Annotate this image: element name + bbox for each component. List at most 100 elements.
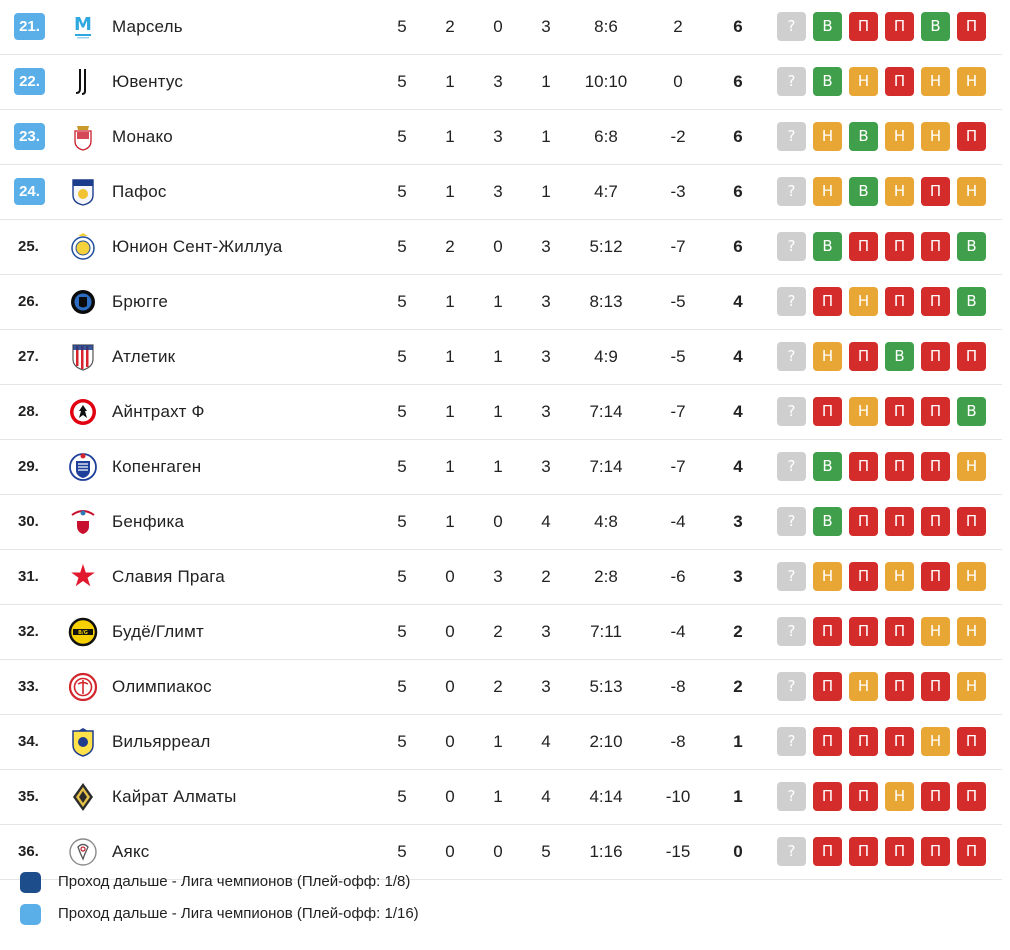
form-loss-badge[interactable]: П xyxy=(885,672,914,701)
form-loss-badge[interactable]: П xyxy=(885,287,914,316)
form-draw-badge[interactable]: Н xyxy=(957,452,986,481)
form-loss-badge[interactable]: П xyxy=(849,232,878,261)
table-row[interactable]: 33. Олимпиакос 5 0 2 3 5:13 -8 2? П Н П П Н xyxy=(0,660,1002,715)
form-loss-badge[interactable]: П xyxy=(921,452,950,481)
table-row[interactable]: 34. Вильярреал 5 0 1 4 2:10 -8 1? П П П Н П xyxy=(0,715,1002,770)
team-name[interactable]: Айнтрахт Ф xyxy=(112,402,205,421)
form-unknown-badge[interactable]: ? xyxy=(777,67,806,96)
form-loss-badge[interactable]: П xyxy=(813,672,842,701)
form-draw-badge[interactable]: Н xyxy=(849,672,878,701)
form-unknown-badge[interactable]: ? xyxy=(777,122,806,151)
form-loss-badge[interactable]: П xyxy=(885,452,914,481)
form-draw-badge[interactable]: Н xyxy=(921,727,950,756)
form-unknown-badge[interactable]: ? xyxy=(777,287,806,316)
form-win-badge[interactable]: В xyxy=(813,452,842,481)
form-draw-badge[interactable]: Н xyxy=(849,67,878,96)
form-loss-badge[interactable]: П xyxy=(849,507,878,536)
form-draw-badge[interactable]: Н xyxy=(849,397,878,426)
form-loss-badge[interactable]: П xyxy=(957,782,986,811)
form-loss-badge[interactable]: П xyxy=(813,727,842,756)
form-win-badge[interactable]: В xyxy=(813,232,842,261)
table-row[interactable]: 27. Атлетик 5 1 1 3 4:9 -5 4? Н П В П П xyxy=(0,330,1002,385)
form-draw-badge[interactable]: Н xyxy=(813,122,842,151)
team-name[interactable]: Олимпиакос xyxy=(112,677,212,696)
team-name[interactable]: Брюгге xyxy=(112,292,169,311)
form-win-badge[interactable]: В xyxy=(813,507,842,536)
form-loss-badge[interactable]: П xyxy=(885,12,914,41)
form-loss-badge[interactable]: П xyxy=(921,672,950,701)
table-row[interactable]: 25. Юнион Сент-Жиллуа 5 2 0 3 5:12 -7 6? В П П П В xyxy=(0,220,1002,275)
table-row[interactable]: 28. Айнтрахт Ф 5 1 1 3 7:14 -7 4? П Н П П В xyxy=(0,385,1002,440)
form-loss-badge[interactable]: П xyxy=(813,617,842,646)
form-loss-badge[interactable]: П xyxy=(885,507,914,536)
table-row[interactable]: 22. Ювентус 5 1 3 1 10:10 0 6? В Н П Н Н xyxy=(0,55,1002,110)
form-unknown-badge[interactable]: ? xyxy=(777,12,806,41)
form-loss-badge[interactable]: П xyxy=(921,342,950,371)
form-loss-badge[interactable]: П xyxy=(921,177,950,206)
table-row[interactable]: 35. Кайрат Алматы 5 0 1 4 4:14 -10 1? П П Н П П xyxy=(0,770,1002,825)
form-unknown-badge[interactable]: ? xyxy=(777,452,806,481)
team-name[interactable]: Аякс xyxy=(112,842,150,861)
table-row[interactable]: 32. B/G Будё/Глимт 5 0 2 3 7:11 -4 2? П П П Н Н xyxy=(0,605,1002,660)
team-name[interactable]: Будё/Глимт xyxy=(112,622,204,641)
form-draw-badge[interactable]: Н xyxy=(957,177,986,206)
table-row[interactable]: 31. Славия Прага 5 0 3 2 2:8 -6 3? Н П Н П Н xyxy=(0,550,1002,605)
form-unknown-badge[interactable]: ? xyxy=(777,727,806,756)
team-name[interactable]: Славия Прага xyxy=(112,567,225,586)
form-draw-badge[interactable]: Н xyxy=(849,287,878,316)
team-name[interactable]: Копенгаген xyxy=(112,457,202,476)
form-loss-badge[interactable]: П xyxy=(849,617,878,646)
form-loss-badge[interactable]: П xyxy=(885,232,914,261)
form-win-badge[interactable]: В xyxy=(957,287,986,316)
form-win-badge[interactable]: В xyxy=(813,12,842,41)
form-draw-badge[interactable]: Н xyxy=(957,562,986,591)
form-unknown-badge[interactable]: ? xyxy=(777,617,806,646)
team-name[interactable]: Бенфика xyxy=(112,512,185,531)
form-loss-badge[interactable]: П xyxy=(849,12,878,41)
form-win-badge[interactable]: В xyxy=(849,122,878,151)
table-row[interactable]: 29. Копенгаген 5 1 1 3 7:14 -7 4? В П П П Н xyxy=(0,440,1002,495)
form-draw-badge[interactable]: Н xyxy=(885,562,914,591)
table-row[interactable]: 23. Монако 5 1 3 1 6:8 -2 6? Н В Н Н П xyxy=(0,110,1002,165)
form-loss-badge[interactable]: П xyxy=(849,837,878,866)
form-draw-badge[interactable]: Н xyxy=(921,122,950,151)
form-loss-badge[interactable]: П xyxy=(957,727,986,756)
form-win-badge[interactable]: В xyxy=(813,67,842,96)
form-draw-badge[interactable]: Н xyxy=(957,67,986,96)
form-loss-badge[interactable]: П xyxy=(849,727,878,756)
form-win-badge[interactable]: В xyxy=(957,397,986,426)
form-loss-badge[interactable]: П xyxy=(849,782,878,811)
form-loss-badge[interactable]: П xyxy=(957,507,986,536)
form-loss-badge[interactable]: П xyxy=(921,837,950,866)
form-unknown-badge[interactable]: ? xyxy=(777,562,806,591)
form-loss-badge[interactable]: П xyxy=(849,342,878,371)
form-draw-badge[interactable]: Н xyxy=(813,562,842,591)
form-draw-badge[interactable]: Н xyxy=(885,177,914,206)
form-unknown-badge[interactable]: ? xyxy=(777,507,806,536)
form-loss-badge[interactable]: П xyxy=(921,562,950,591)
table-row[interactable]: 30. Бенфика 5 1 0 4 4:8 -4 3? В П П П П xyxy=(0,495,1002,550)
form-draw-badge[interactable]: Н xyxy=(957,617,986,646)
form-draw-badge[interactable]: Н xyxy=(921,617,950,646)
form-loss-badge[interactable]: П xyxy=(813,837,842,866)
form-loss-badge[interactable]: П xyxy=(921,782,950,811)
form-win-badge[interactable]: В xyxy=(849,177,878,206)
form-loss-badge[interactable]: П xyxy=(885,67,914,96)
form-loss-badge[interactable]: П xyxy=(849,562,878,591)
form-loss-badge[interactable]: П xyxy=(885,837,914,866)
form-unknown-badge[interactable]: ? xyxy=(777,397,806,426)
form-loss-badge[interactable]: П xyxy=(885,727,914,756)
form-loss-badge[interactable]: П xyxy=(849,452,878,481)
form-win-badge[interactable]: В xyxy=(885,342,914,371)
form-loss-badge[interactable]: П xyxy=(813,397,842,426)
team-name[interactable]: Атлетик xyxy=(112,347,176,366)
form-win-badge[interactable]: В xyxy=(957,232,986,261)
team-name[interactable]: Марсель xyxy=(112,17,183,36)
team-name[interactable]: Монако xyxy=(112,127,173,146)
team-name[interactable]: Ювентус xyxy=(112,72,184,91)
team-name[interactable]: Вильярреал xyxy=(112,732,211,751)
team-name[interactable]: Пафос xyxy=(112,182,167,201)
form-loss-badge[interactable]: П xyxy=(921,507,950,536)
form-draw-badge[interactable]: Н xyxy=(813,177,842,206)
form-loss-badge[interactable]: П xyxy=(957,837,986,866)
